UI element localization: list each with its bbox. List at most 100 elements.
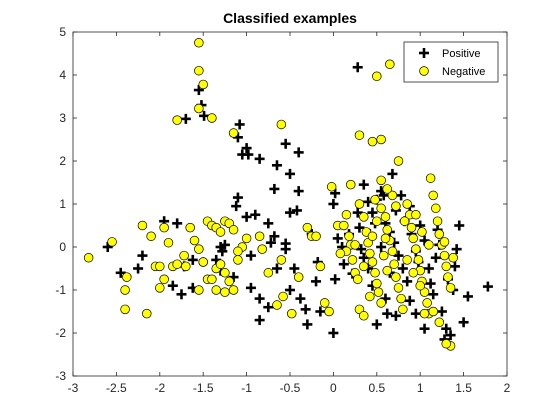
positive-point — [428, 289, 439, 300]
negative-point — [396, 293, 406, 304]
negative-point — [233, 255, 243, 265]
positive-point — [458, 317, 469, 328]
negative-point — [382, 225, 392, 235]
negative-point — [241, 233, 252, 244]
negative-point — [385, 59, 395, 69]
negative-point — [233, 246, 243, 257]
x-tick-label: 0.5 — [368, 381, 385, 395]
positive-point — [263, 302, 274, 313]
negative-point — [286, 308, 297, 319]
y-tick-label: -2 — [55, 326, 66, 340]
positive-point — [393, 250, 404, 261]
x-tick-label: -1 — [241, 381, 252, 395]
negative-point — [367, 257, 378, 267]
negative-point — [445, 283, 456, 293]
points-layer — [83, 37, 493, 351]
negative-point — [359, 212, 369, 222]
negative-point — [120, 304, 130, 315]
negative-point — [417, 227, 427, 237]
positive-point — [133, 263, 144, 274]
negative-point — [335, 248, 346, 259]
negative-point — [441, 339, 451, 349]
negative-point — [207, 274, 217, 285]
positive-point — [167, 280, 178, 291]
negative-point — [441, 261, 451, 272]
y-tick-label: 1 — [59, 197, 66, 211]
positive-point — [449, 261, 460, 272]
positive-point — [338, 259, 349, 270]
negative-point — [378, 250, 389, 261]
positive-point — [115, 267, 126, 278]
positive-point — [291, 205, 302, 216]
positive-point — [387, 168, 398, 179]
negative-point — [372, 216, 382, 226]
negative-point — [194, 37, 204, 48]
negative-point — [434, 317, 445, 328]
positive-point — [423, 263, 434, 274]
legend: Positive Negative — [403, 41, 499, 83]
negative-point — [424, 240, 434, 250]
x-tick-label: -0.5 — [280, 381, 301, 395]
positive-point — [390, 310, 401, 321]
negative-point — [194, 65, 204, 76]
negative-point — [373, 287, 384, 297]
positive-point — [352, 207, 363, 218]
negative-point — [428, 306, 438, 317]
positive-point — [285, 168, 295, 179]
negative-point — [367, 231, 378, 242]
negative-point — [431, 203, 441, 214]
positive-point — [402, 276, 413, 287]
positive-point — [263, 218, 274, 229]
negative-point — [159, 222, 169, 233]
negative-point — [393, 283, 404, 293]
negative-point — [159, 274, 169, 285]
negative-point — [293, 272, 304, 282]
negative-point — [319, 298, 330, 308]
negative-point — [411, 244, 421, 254]
positive-point — [243, 149, 254, 160]
positive-point — [254, 315, 265, 326]
x-tick-label: -2.5 — [106, 381, 127, 395]
negative-point — [172, 115, 182, 125]
x-tick-label: -1.5 — [193, 381, 214, 395]
positive-point — [302, 319, 313, 330]
positive-point — [441, 323, 452, 334]
negative-point — [352, 274, 363, 285]
positive-point — [396, 190, 407, 201]
negative-point — [146, 231, 156, 242]
negative-point — [207, 113, 217, 123]
negative-point — [389, 259, 399, 269]
y-tick-label: 0 — [59, 240, 66, 254]
positive-point — [241, 211, 252, 222]
positive-point — [371, 319, 382, 330]
positive-point — [328, 199, 339, 209]
negative-point — [391, 272, 401, 282]
negative-point — [425, 173, 436, 183]
negative-point — [326, 182, 337, 192]
negative-point — [215, 259, 226, 269]
negative-point — [413, 255, 424, 265]
legend-positive-label: Positive — [442, 48, 481, 60]
positive-point — [241, 143, 252, 154]
negative-point — [380, 233, 391, 244]
negative-point — [120, 285, 130, 295]
positive-point — [254, 153, 265, 164]
positive-point — [382, 308, 393, 319]
negative-point — [254, 231, 265, 242]
negative-point — [422, 298, 432, 308]
negative-point — [224, 218, 234, 229]
y-tick-label: 4 — [59, 68, 66, 82]
legend-positive-marker — [419, 48, 429, 58]
negative-point — [228, 225, 239, 235]
positive-point — [271, 160, 282, 171]
negative-point — [411, 210, 421, 220]
positive-point — [254, 293, 265, 304]
chart-title: Classified examples — [223, 10, 357, 26]
x-tick-label: -3 — [68, 381, 79, 395]
negative-point — [370, 268, 380, 278]
negative-point — [376, 298, 386, 308]
negative-point — [382, 265, 392, 276]
positive-point — [332, 233, 343, 244]
negative-point — [350, 240, 360, 250]
negative-point — [198, 79, 208, 90]
